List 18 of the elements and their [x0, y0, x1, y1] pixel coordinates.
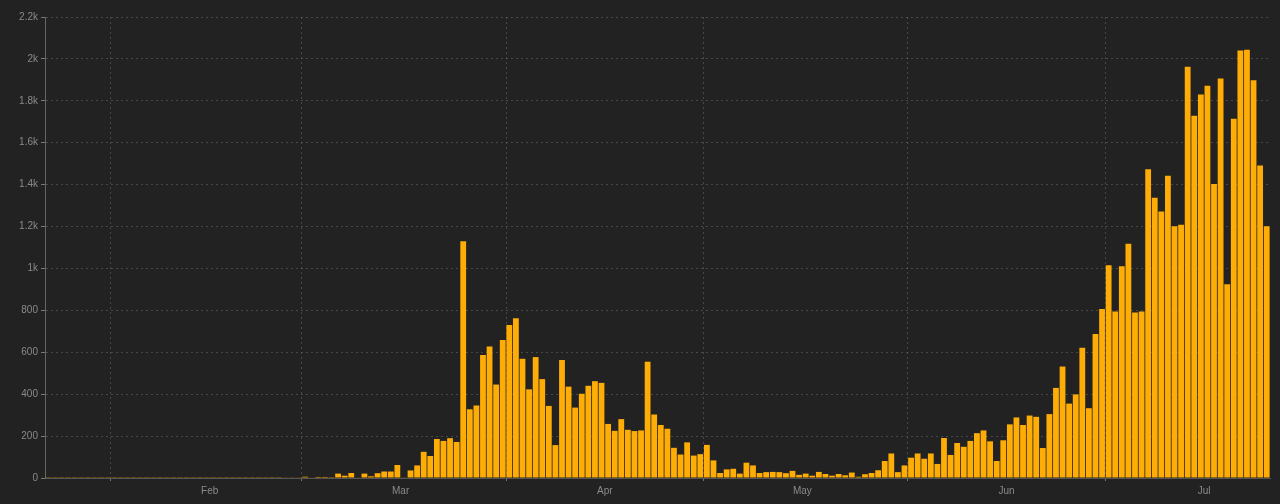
y-tick-label: 1.6k [19, 136, 39, 148]
x-tick-label: Jul [1197, 484, 1211, 496]
x-tick-label: Mar [392, 484, 410, 496]
y-tick-label: 2k [27, 52, 39, 64]
x-tick-label: Jun [998, 484, 1015, 496]
y-tick-label: 1.2k [19, 220, 39, 232]
y-tick-label: 1k [27, 262, 39, 274]
y-tick-label: 400 [21, 387, 39, 399]
y-tick-label: 1.4k [19, 178, 39, 190]
y-tick-label: 1.8k [19, 94, 39, 106]
x-tick-label: May [792, 484, 812, 496]
y-tick-label: 800 [21, 304, 39, 316]
y-tick-label: 2.2k [19, 10, 39, 22]
y-tick-label: 0 [32, 471, 39, 483]
x-tick-label: Feb [201, 484, 219, 496]
y-tick-label: 600 [21, 346, 39, 358]
x-tick-label: Apr [597, 484, 614, 496]
y-tick-label: 200 [21, 429, 39, 441]
